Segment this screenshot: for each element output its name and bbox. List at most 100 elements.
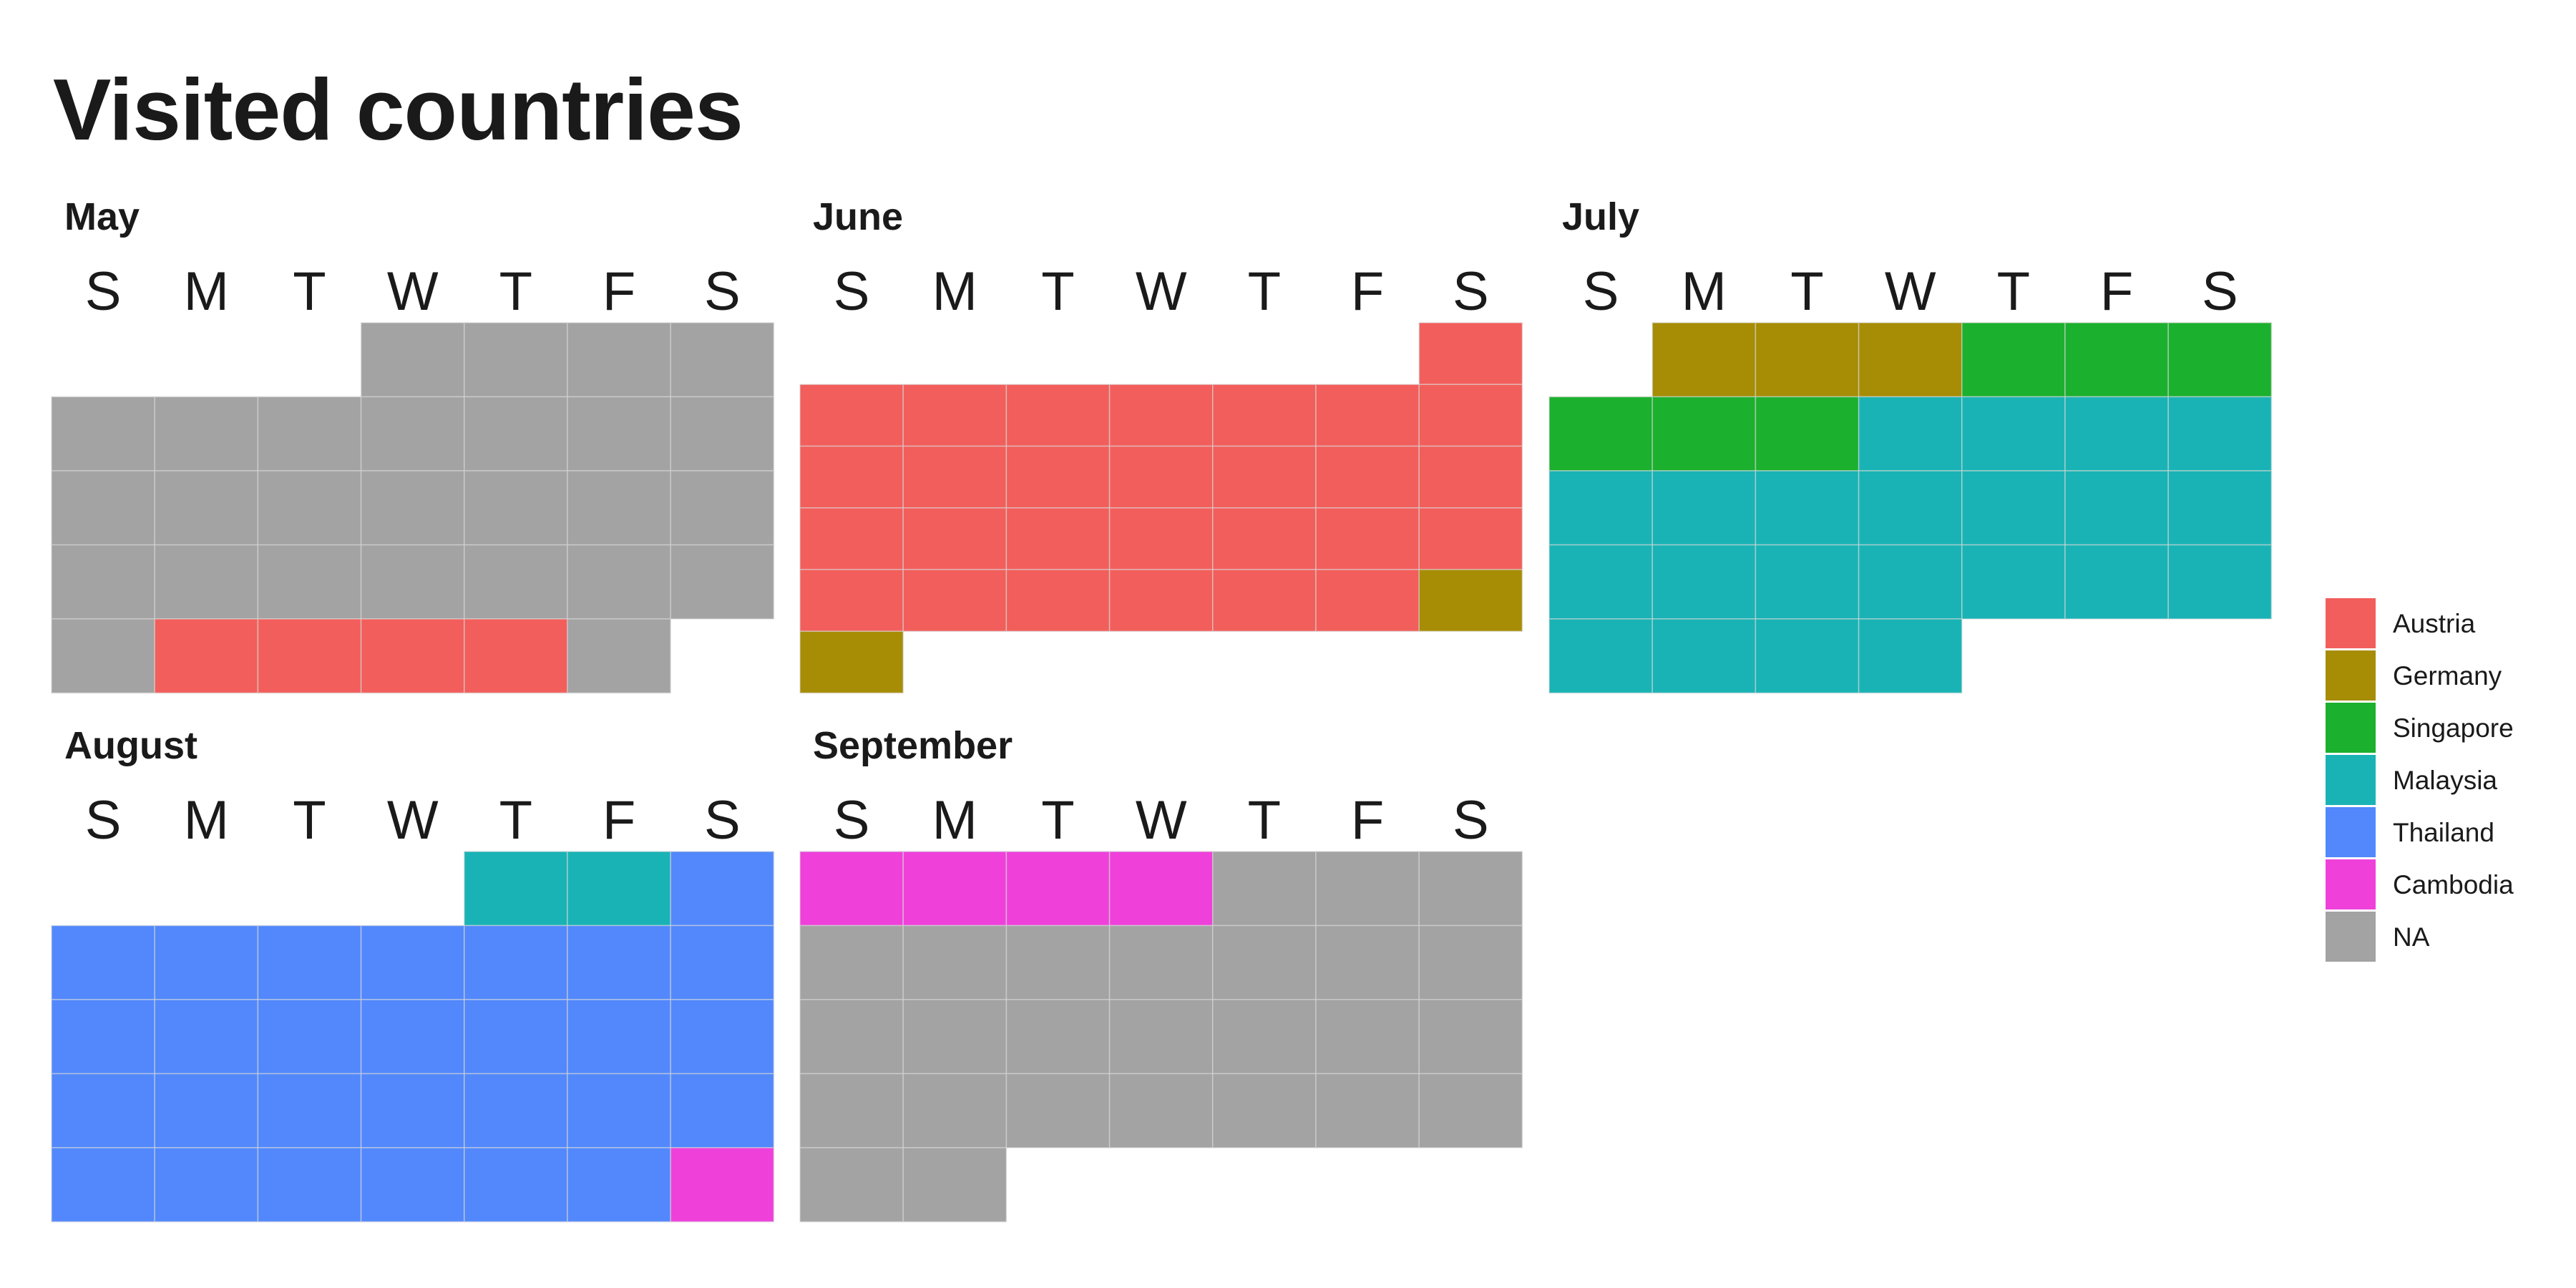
- weekday-label: W: [1136, 790, 1187, 851]
- day-cell-august-24-thailand: [670, 1073, 775, 1148]
- legend-swatch: [2326, 755, 2376, 805]
- day-cell-june-14-austria: [1315, 445, 1420, 509]
- day-cell-july-3-germany: [1858, 322, 1963, 398]
- weekday-label: T: [1790, 261, 1823, 322]
- day-cell-august-6-thailand: [257, 924, 362, 1000]
- day-cell-june-9-austria: [799, 445, 904, 509]
- legend-swatch: [2326, 912, 2376, 962]
- day-cell-may-31-na: [567, 618, 671, 694]
- day-cell-june-27-austria: [1212, 569, 1317, 632]
- weekday-label: T: [293, 261, 326, 322]
- day-cell-may-25-na: [670, 544, 775, 620]
- day-cell-may-29-austria: [360, 618, 465, 694]
- legend: Austria Germany Singapore Malaysia Thailand C…: [2326, 598, 2514, 962]
- day-cell-june-12-austria: [1108, 445, 1214, 509]
- day-cell-september-9-na: [902, 924, 1008, 1000]
- day-cell-june-17-austria: [902, 507, 1008, 570]
- day-cell-may-18-na: [670, 470, 775, 546]
- day-cell-august-12-thailand: [154, 999, 259, 1075]
- day-cell-august-26-thailand: [154, 1147, 259, 1223]
- weekday-label: F: [2100, 261, 2133, 322]
- day-cell-may-19-na: [51, 544, 155, 620]
- day-cell-september-21-na: [1418, 999, 1523, 1075]
- weekday-label: M: [184, 261, 229, 322]
- legend-label: Malaysia: [2393, 766, 2497, 795]
- weekday-label: T: [1248, 261, 1281, 322]
- month-title: September: [813, 724, 1013, 767]
- day-cell-may-14-na: [257, 470, 362, 546]
- day-cell-july-16-malaysia: [1755, 470, 1860, 546]
- day-cell-august-22-thailand: [464, 1073, 568, 1148]
- day-cell-september-29-na: [799, 1147, 904, 1223]
- legend-swatch: [2326, 598, 2376, 648]
- day-cell-september-8-na: [799, 924, 904, 1000]
- day-cell-august-18-thailand: [51, 1073, 155, 1148]
- day-cell-august-14-thailand: [360, 999, 465, 1075]
- day-cell-may-12-na: [51, 470, 155, 546]
- legend-swatch: [2326, 650, 2376, 701]
- day-cell-june-21-austria: [1315, 507, 1420, 570]
- day-cell-july-30-malaysia: [1755, 618, 1860, 694]
- day-cell-july-12-malaysia: [2064, 396, 2169, 472]
- day-cell-may-23-na: [464, 544, 568, 620]
- month-panel-may: May S M T W T F S: [51, 195, 775, 694]
- day-cell-august-3-thailand: [670, 851, 775, 927]
- weekday-label: F: [1351, 261, 1384, 322]
- day-cell-july-26-malaysia: [2064, 544, 2169, 620]
- day-cell-august-21-thailand: [360, 1073, 465, 1148]
- day-cell-september-28-na: [1418, 1073, 1523, 1148]
- day-cell-september-1-cambodia: [799, 851, 904, 927]
- day-cell-july-21-malaysia: [1548, 544, 1653, 620]
- legend-swatch: [2326, 859, 2376, 909]
- day-cell-august-8-thailand: [464, 924, 568, 1000]
- day-cell-may-6-na: [154, 396, 259, 472]
- day-cell-august-16-thailand: [567, 999, 671, 1075]
- day-cell-august-5-thailand: [154, 924, 259, 1000]
- day-cell-september-7-na: [1418, 851, 1523, 927]
- weekday-label: S: [1453, 261, 1489, 322]
- weekday-label: T: [499, 790, 532, 851]
- day-cell-may-17-na: [567, 470, 671, 546]
- legend-label: Singapore: [2393, 713, 2514, 743]
- day-cell-september-2-cambodia: [902, 851, 1008, 927]
- day-cell-july-6-singapore: [2167, 322, 2273, 398]
- day-cell-july-20-malaysia: [2167, 470, 2273, 546]
- day-cell-august-19-thailand: [154, 1073, 259, 1148]
- day-cell-august-13-thailand: [257, 999, 362, 1075]
- month-title: July: [1562, 195, 1639, 238]
- day-cell-july-19-malaysia: [2064, 470, 2169, 546]
- legend-item-singapore: Singapore: [2326, 703, 2514, 753]
- day-cell-may-1-na: [360, 322, 465, 398]
- weekday-label: F: [602, 790, 635, 851]
- weekday-label: S: [704, 790, 741, 851]
- weekday-label: S: [834, 790, 870, 851]
- day-cell-august-20-thailand: [257, 1073, 362, 1148]
- legend-label: Cambodia: [2393, 870, 2514, 899]
- legend-label: Thailand: [2393, 818, 2494, 847]
- day-cell-july-29-malaysia: [1652, 618, 1757, 694]
- day-cell-july-25-malaysia: [1961, 544, 2066, 620]
- legend-label: NA: [2393, 922, 2430, 952]
- weekday-label: W: [1885, 261, 1936, 322]
- day-cell-september-26-na: [1212, 1073, 1317, 1148]
- day-cell-june-3-austria: [902, 384, 1008, 447]
- day-cell-june-11-austria: [1005, 445, 1111, 509]
- day-cell-may-3-na: [567, 322, 671, 398]
- day-cell-september-27-na: [1315, 1073, 1420, 1148]
- day-cell-september-19-na: [1212, 999, 1317, 1075]
- legend-item-thailand: Thailand: [2326, 807, 2494, 857]
- day-cell-july-14-malaysia: [1548, 470, 1653, 546]
- day-cell-august-23-thailand: [567, 1073, 671, 1148]
- day-cell-september-12-na: [1212, 924, 1317, 1000]
- day-cell-september-16-na: [902, 999, 1008, 1075]
- day-cell-august-1-malaysia: [464, 851, 568, 927]
- day-cell-september-15-na: [799, 999, 904, 1075]
- day-cell-may-24-na: [567, 544, 671, 620]
- day-cell-may-13-na: [154, 470, 259, 546]
- day-cell-june-1-austria: [1418, 322, 1523, 385]
- day-cell-july-11-malaysia: [1961, 396, 2066, 472]
